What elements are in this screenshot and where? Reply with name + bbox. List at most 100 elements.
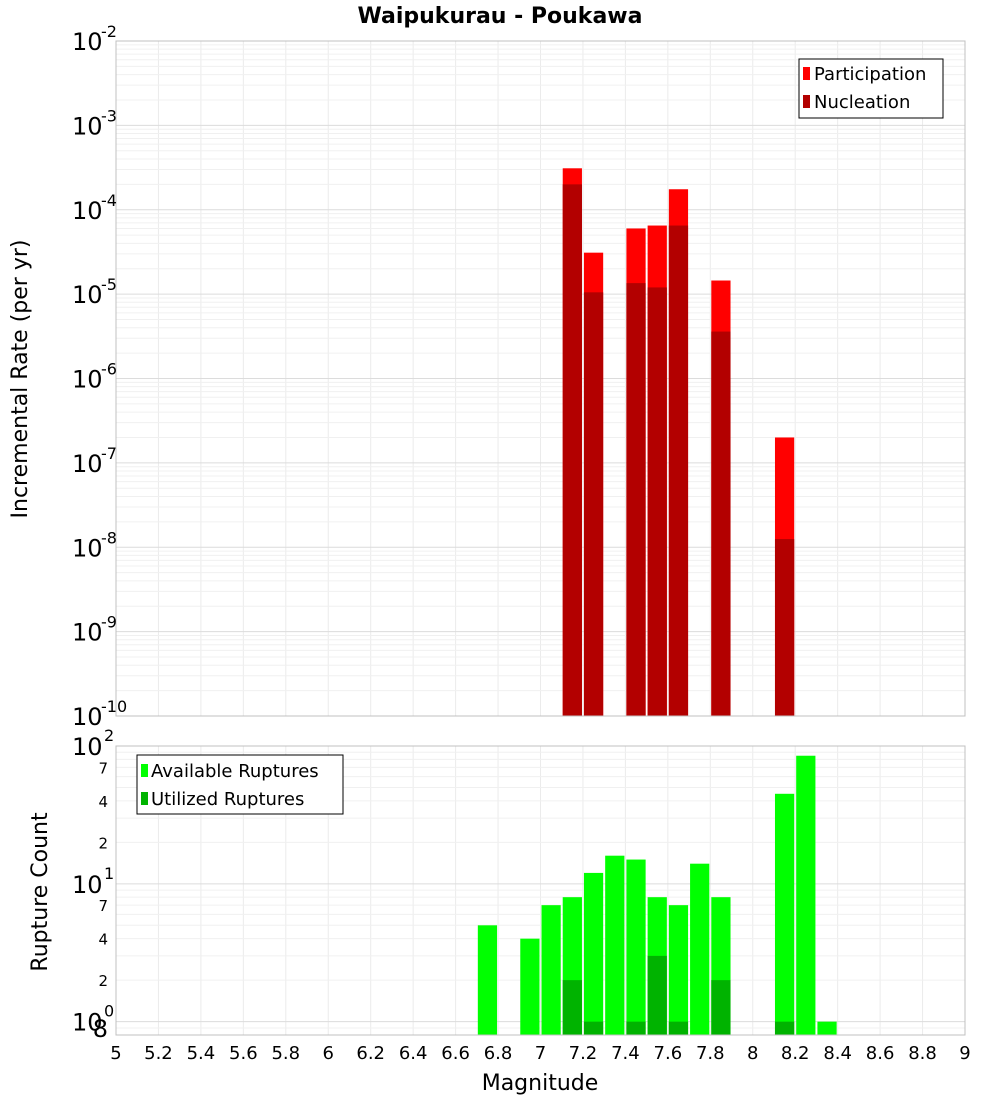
y-tick-exponent: 0 xyxy=(104,1002,114,1021)
available-ruptures-bar xyxy=(774,793,795,1035)
utilized-legend-swatch xyxy=(141,792,148,805)
utilized-ruptures-bar xyxy=(711,980,731,1035)
available-ruptures-bar xyxy=(605,855,625,1035)
x-tick-label: 5 xyxy=(110,1043,121,1064)
top-legend-box xyxy=(798,58,944,119)
x-tick-label: 8 xyxy=(747,1043,758,1064)
participation-legend-label: Participation xyxy=(814,64,926,85)
available-ruptures-bar xyxy=(477,925,498,1035)
utilized-ruptures-bar xyxy=(774,1021,795,1035)
bottom-plot-border xyxy=(115,745,966,1036)
available-ruptures-bar xyxy=(520,938,540,1035)
x-tick-label: 7 xyxy=(535,1043,546,1064)
y-minor-tick-label: 7 xyxy=(98,759,108,777)
x-axis-title: Magnitude xyxy=(482,1071,599,1096)
bottom-y-axis-title: Rupture Count xyxy=(28,812,53,972)
y-tick-exponent: -9 xyxy=(101,613,117,632)
top-grid xyxy=(116,41,965,716)
nucleation-legend-swatch xyxy=(803,95,810,108)
y-tick-exponent: -6 xyxy=(101,360,117,379)
chart-title: Waipukurau - Poukawa xyxy=(358,4,643,29)
nucleation-bar xyxy=(774,539,795,716)
x-tick-label: 6.8 xyxy=(484,1043,513,1064)
y-tick-exponent: -10 xyxy=(101,697,127,716)
x-tick-label: 7.8 xyxy=(696,1043,725,1064)
y-tick-label: 10 xyxy=(72,112,103,140)
x-tick-label: 5.8 xyxy=(271,1043,300,1064)
y-tick-exponent: -5 xyxy=(101,275,117,294)
nucleation-bar xyxy=(583,292,604,716)
nucleation-bar xyxy=(562,184,582,717)
y-tick-exponent: -8 xyxy=(101,528,117,547)
y-tick-label: 10 xyxy=(72,534,103,562)
y-minor-tick-label: 4 xyxy=(98,793,108,811)
y-tick-label: 10 xyxy=(72,281,103,309)
top-plot-border xyxy=(115,40,966,717)
utilized-ruptures-bar xyxy=(647,955,667,1035)
bottom-legend: Available Ruptures Utilized Ruptures xyxy=(136,754,344,815)
available-ruptures-bar xyxy=(796,755,816,1035)
y-tick-label: 10 xyxy=(72,871,103,899)
x-tick-label: 8.2 xyxy=(781,1043,810,1064)
y-minor-tick-label: 2 xyxy=(98,972,108,990)
y-minor-tick-label: 2 xyxy=(98,834,108,852)
y-tick-label: 10 xyxy=(72,733,103,761)
x-tick-label: 8.4 xyxy=(823,1043,852,1064)
y-tick-exponent: -7 xyxy=(101,444,117,463)
y-minor-tick-label: 4 xyxy=(98,931,108,949)
nucleation-bar xyxy=(668,225,689,716)
y-tick-exponent: -2 xyxy=(101,22,117,41)
nucleation-bar xyxy=(647,287,667,716)
x-tick-label: 6 xyxy=(323,1043,334,1064)
available-ruptures-bar xyxy=(583,872,604,1035)
y-tick-exponent: 2 xyxy=(104,726,114,745)
x-tick-labels: 5 5.2 5.4 5.6 5.8 6 6.2 6.4 6.6 6.8 7 7.2 7.4 7.6 7.8 8… xyxy=(110,1043,970,1064)
x-tick-label: 7.4 xyxy=(611,1043,640,1064)
x-tick-label: 8.8 xyxy=(908,1043,937,1064)
x-tick-label: 5.4 xyxy=(187,1043,216,1064)
x-tick-label: 9 xyxy=(959,1043,970,1064)
utilized-ruptures-bar xyxy=(583,1021,604,1035)
y-tick-label: 10 xyxy=(72,703,103,731)
y-tick-label: 10 xyxy=(72,619,103,647)
x-tick-label: 5.6 xyxy=(229,1043,258,1064)
x-tick-label: 5.2 xyxy=(144,1043,173,1064)
x-tick-label: 7.2 xyxy=(569,1043,598,1064)
y-tick-label: 10 xyxy=(72,366,103,394)
y-tick-exponent: 1 xyxy=(104,864,114,883)
participation-legend-swatch xyxy=(803,67,810,80)
bottom-grid xyxy=(116,746,965,1035)
nucleation-legend-label: Nucleation xyxy=(814,92,910,113)
y-minor-tick-label: 8 xyxy=(93,1015,108,1043)
utilized-ruptures-bar xyxy=(668,1021,689,1035)
available-ruptures-bar xyxy=(626,859,646,1035)
x-tick-label: 8.6 xyxy=(866,1043,895,1064)
nucleation-bar xyxy=(711,331,731,716)
available-ruptures-bar xyxy=(817,1021,837,1035)
x-tick-label: 6.2 xyxy=(356,1043,385,1064)
available-ruptures-bar xyxy=(690,863,710,1035)
y-tick-label: 10 xyxy=(72,450,103,478)
utilized-ruptures-bar xyxy=(562,980,582,1035)
top-bars xyxy=(562,168,795,717)
available-ruptures-bar xyxy=(668,905,689,1035)
available-legend-label: Available Ruptures xyxy=(151,761,319,782)
bottom-legend-box xyxy=(136,754,344,815)
utilized-ruptures-bar xyxy=(626,1021,646,1035)
x-tick-label: 6.4 xyxy=(399,1043,428,1064)
utilized-legend-label: Utilized Ruptures xyxy=(151,789,304,810)
x-tick-label: 6.6 xyxy=(441,1043,470,1064)
available-legend-swatch xyxy=(141,764,148,777)
y-tick-label: 10 xyxy=(72,197,103,225)
nucleation-bar xyxy=(626,283,646,716)
available-ruptures-bar xyxy=(541,905,561,1035)
y-minor-tick-label: 7 xyxy=(98,897,108,915)
y-tick-label: 10 xyxy=(72,1009,103,1037)
top-y-axis-title: Incremental Rate (per yr) xyxy=(8,240,33,519)
y-tick-exponent: -4 xyxy=(101,191,117,210)
top-legend: Participation Nucleation xyxy=(798,58,944,119)
y-tick-label: 10 xyxy=(72,28,103,56)
